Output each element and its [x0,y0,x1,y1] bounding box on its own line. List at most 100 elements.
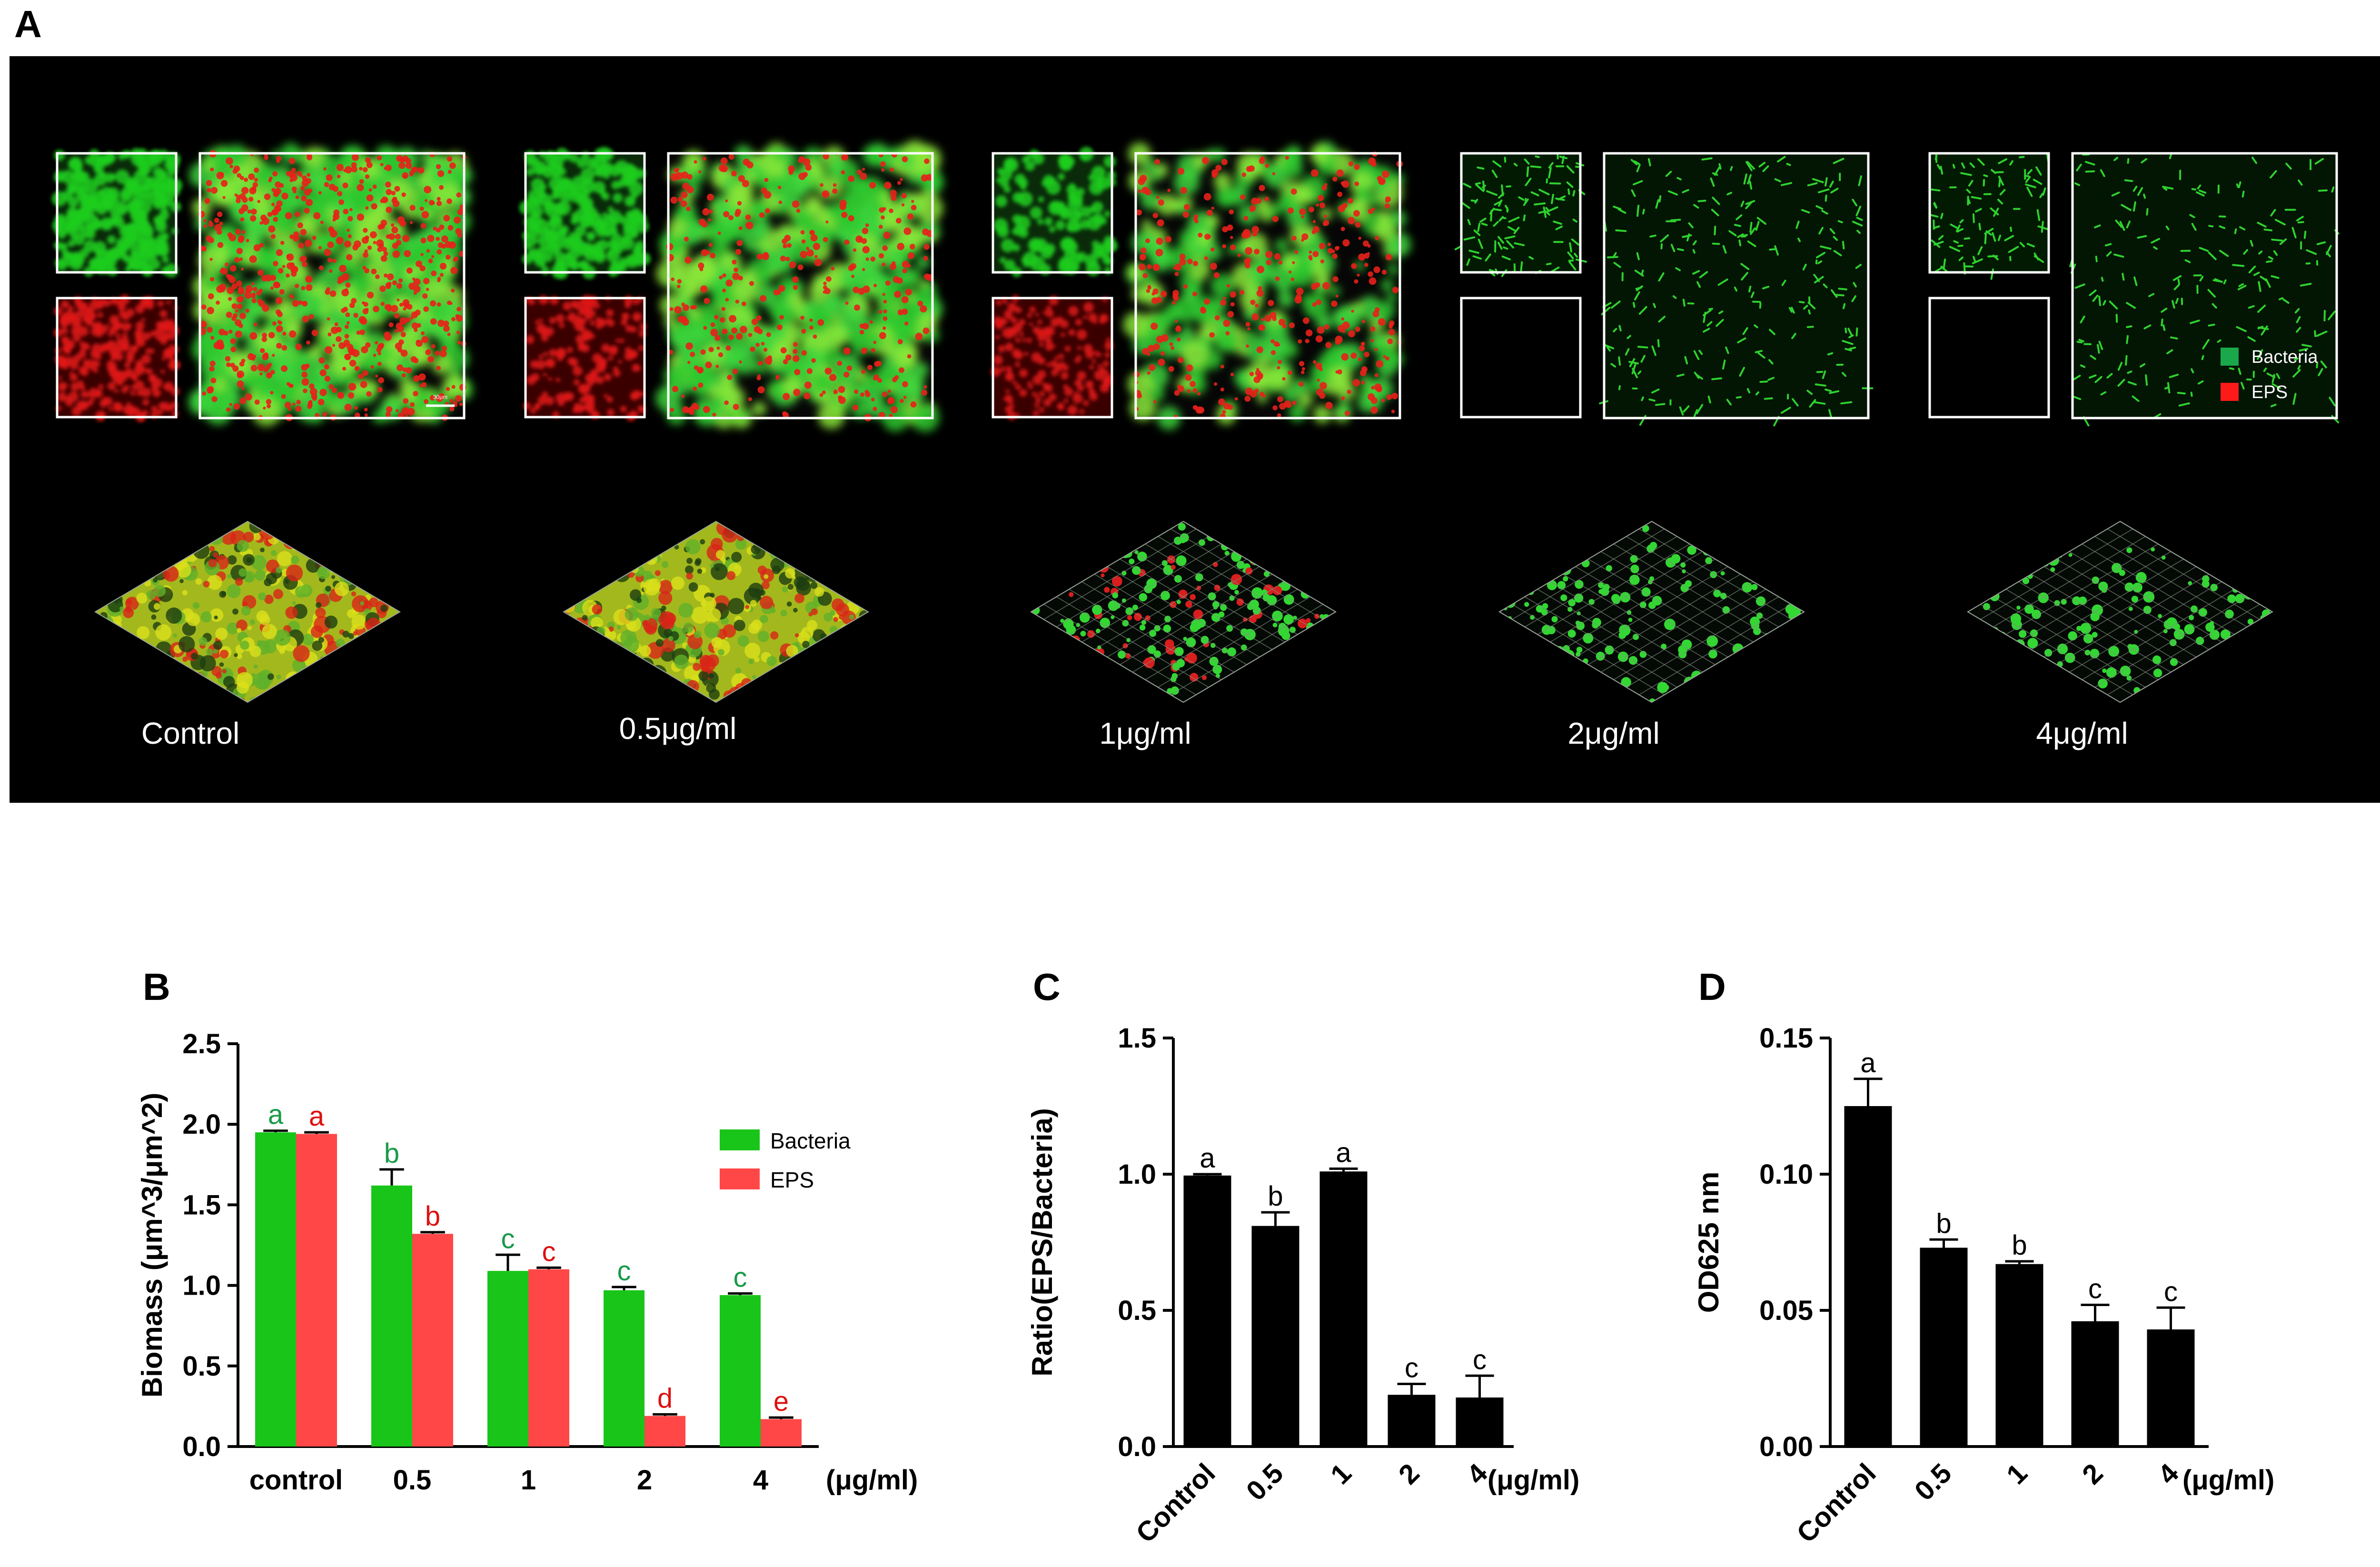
texture-blob [1004,309,1013,319]
eps-dot [1374,348,1378,351]
view-3d-blob [251,555,267,570]
eps-dot [694,160,697,164]
texture-blob [68,158,81,171]
eps-dot [386,406,393,413]
eps-dot [257,364,265,371]
eps-dot [259,372,263,376]
eps-dot [1168,366,1174,372]
eps-dot [387,273,394,280]
eps-dot [735,249,742,255]
texture-blob [545,358,555,368]
eps-dot [1278,260,1283,265]
texture-blob [1088,174,1095,181]
eps-dot [1381,170,1389,178]
view-3d-blob [351,614,367,630]
view-3d-blob [178,636,195,653]
view-3d-blob [151,614,157,620]
eps-dot [410,316,414,320]
eps-dot [443,320,449,327]
eps-dot [239,312,246,319]
eps-dot [710,322,715,327]
eps-dot [879,253,884,259]
eps-dot [1265,163,1269,168]
eps-dot [873,284,877,288]
view-3d-blob [285,606,298,619]
eps-dot [362,167,368,172]
eps-dot [285,212,292,220]
texture-blob [162,334,169,342]
eps-dot [431,255,435,259]
view-3d-blob [200,611,212,623]
eps-dot [380,199,385,203]
eps-dot [1368,277,1377,285]
eps-dot [853,248,857,252]
eps-dot [1372,208,1375,211]
eps-dot [328,269,333,273]
texture-blob [581,295,592,306]
texture-blob [1005,394,1013,402]
eps-dot [776,324,783,330]
eps-dot [442,346,447,351]
view-3d-blob [273,589,283,599]
eps-dot [365,342,371,348]
view-3d-blob [786,601,792,607]
eps-dot [226,362,231,368]
texture-blob [1093,350,1098,355]
eps-dot [380,220,387,226]
eps-dot [427,356,434,363]
texture-blob [580,178,596,194]
eps-dot [244,177,248,182]
eps-dot [357,184,364,191]
eps-dot [1335,294,1339,298]
texture-blob [299,350,327,378]
eps-dot [854,389,859,394]
eps-dot [904,321,909,326]
eps-dot [1170,346,1175,350]
eps-dot [737,201,742,206]
texture-blob [149,376,156,382]
eps-dot [409,205,416,211]
texture-blob [600,161,613,175]
eps-dot [1354,181,1359,186]
texture-blob [625,165,638,179]
eps-dot [733,404,739,410]
texture-blob [1037,319,1042,325]
eps-dot [856,170,862,175]
eps-dot [1337,246,1340,250]
texture-blob [60,243,68,250]
eps-dot [436,237,440,241]
view-3d-blob [748,659,754,665]
eps-dot [1335,335,1343,343]
view-3d-blob [208,559,217,568]
view-3d-blob [849,614,854,620]
eps-dot [841,170,845,175]
eps-dot [683,304,689,311]
texture-blob [89,258,99,269]
eps-dot [757,386,765,394]
eps-dot [257,200,260,203]
eps-dot [1371,386,1375,389]
eps-dot [1260,318,1264,321]
eps-dot [897,181,902,185]
eps-dot [910,401,917,408]
texture-blob [558,168,566,176]
eps-dot [286,382,290,386]
eps-dot [386,304,392,310]
eps-dot [845,301,849,305]
texture-blob [1074,210,1081,218]
texture-blob [543,372,547,377]
texture-blob [1059,206,1069,216]
texture-blob [159,309,168,318]
eps-dot [267,212,273,217]
view-3d-blob [782,586,788,593]
eps-dot [207,307,214,314]
eps-dot [707,193,714,201]
eps-dot [337,392,345,399]
eps-dot [301,256,307,261]
merged-image [188,143,473,427]
eps-dot [1258,324,1265,331]
eps-dot [220,180,228,187]
texture-blob [157,244,169,257]
eps-dot [1312,302,1317,307]
texture-blob [727,186,750,209]
